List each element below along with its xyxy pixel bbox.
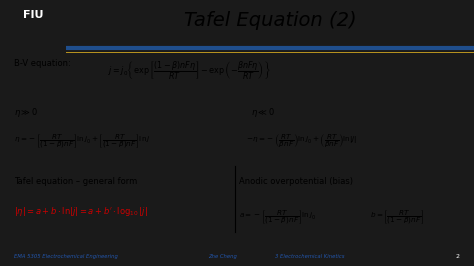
Text: $\eta \ll 0$: $\eta \ll 0$ — [251, 106, 275, 119]
Text: $-\eta = -\left(\dfrac{RT}{\beta nF}\right)\ln j_0 + \left(\dfrac{RT}{\beta nF}\: $-\eta = -\left(\dfrac{RT}{\beta nF}\rig… — [246, 133, 358, 150]
Text: $b = \left[\dfrac{RT}{(1-\beta)nF}\right]$: $b = \left[\dfrac{RT}{(1-\beta)nF}\right… — [370, 209, 424, 226]
Text: Tafel Equation (2): Tafel Equation (2) — [184, 11, 356, 30]
Text: $j = j_0 \left\{ \exp\left[\dfrac{(1-\beta)nF\eta}{RT}\right] - \exp\left(-\dfra: $j = j_0 \left\{ \exp\left[\dfrac{(1-\be… — [108, 59, 271, 82]
Text: B-V equation:: B-V equation: — [14, 59, 71, 68]
Text: $\eta \gg 0$: $\eta \gg 0$ — [14, 106, 38, 119]
Text: EMA 5305 Electrochemical Engineering: EMA 5305 Electrochemical Engineering — [14, 254, 118, 259]
Text: 3 Electrochemical Kinetics: 3 Electrochemical Kinetics — [275, 254, 345, 259]
Text: Tafel equation – general form: Tafel equation – general form — [14, 177, 137, 186]
Text: $a = -\left[\dfrac{RT}{(1-\beta)nF}\right]\ln j_0$: $a = -\left[\dfrac{RT}{(1-\beta)nF}\righ… — [239, 209, 317, 226]
Text: 2: 2 — [456, 254, 460, 259]
Text: Zhe Cheng: Zhe Cheng — [209, 254, 237, 259]
Text: FIU: FIU — [23, 10, 44, 20]
Text: Anodic overpotential (bias): Anodic overpotential (bias) — [239, 177, 354, 186]
Text: $|\eta| = a + b \cdot \ln|j| = a + b' \cdot \log_{10}|j|$: $|\eta| = a + b \cdot \ln|j| = a + b' \c… — [14, 205, 148, 218]
Text: $\eta = -\left[\dfrac{RT}{(1-\beta)nF}\right]\ln j_0 + \left[\dfrac{RT}{(1-\beta: $\eta = -\left[\dfrac{RT}{(1-\beta)nF}\r… — [14, 133, 151, 150]
